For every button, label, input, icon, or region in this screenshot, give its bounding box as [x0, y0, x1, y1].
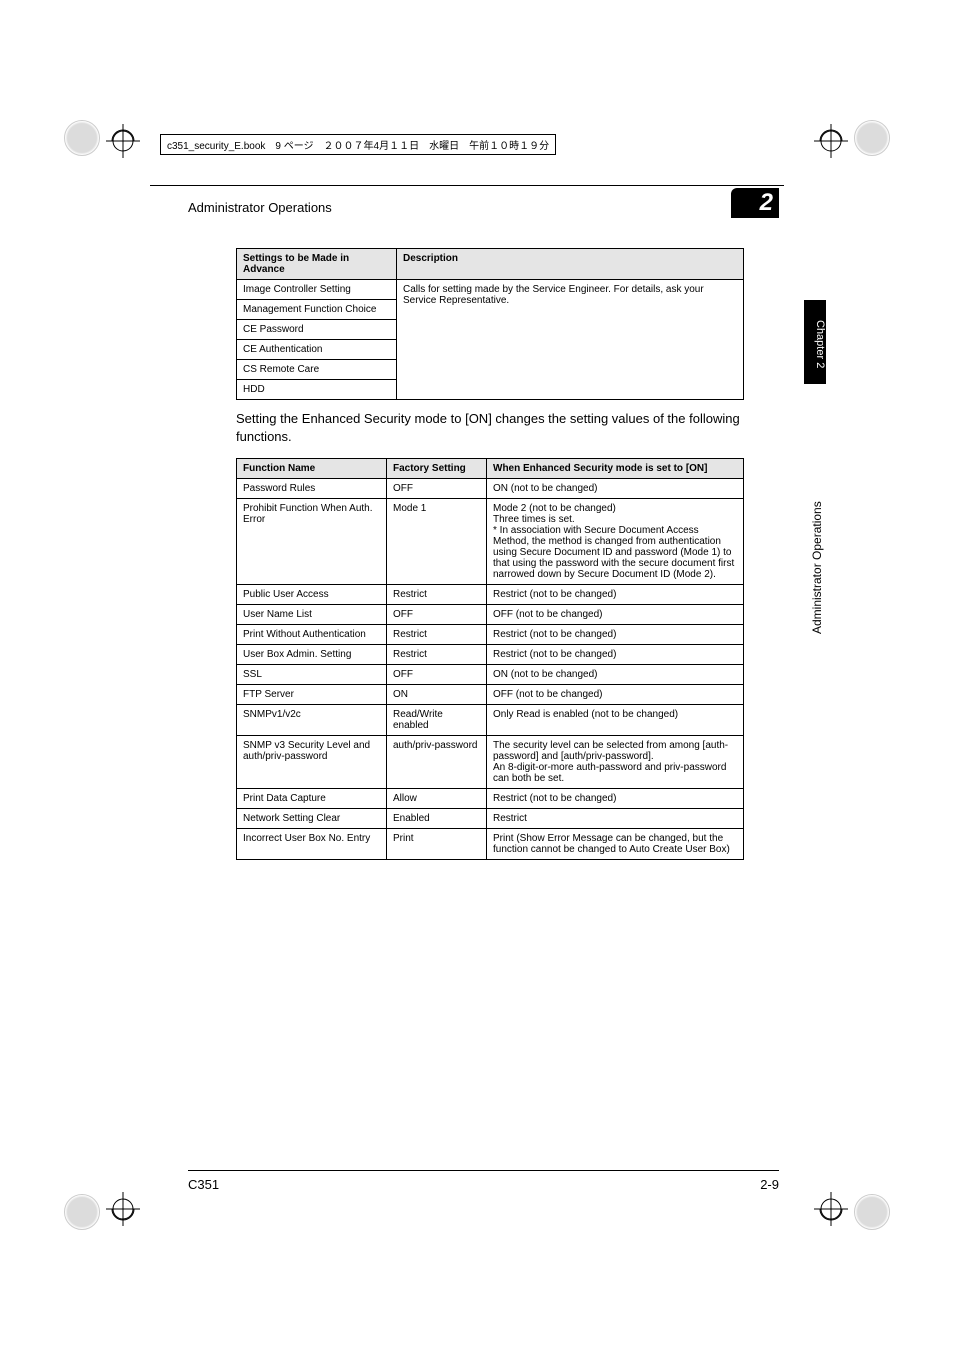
table-cell: CE Authentication — [237, 340, 397, 360]
table-cell: Only Read is enabled (not to be changed) — [487, 705, 744, 736]
table-cell: Management Function Choice — [237, 300, 397, 320]
registration-mark-icon — [106, 124, 140, 158]
table-header-cell: Factory Setting — [387, 459, 487, 479]
table-cell: Read/Write enabled — [387, 705, 487, 736]
table-row: Public User AccessRestrictRestrict (not … — [237, 585, 744, 605]
table-header-cell: Description — [397, 249, 744, 280]
table-row: SSLOFFON (not to be changed) — [237, 665, 744, 685]
table-cell: SNMPv1/v2c — [237, 705, 387, 736]
running-header: Administrator Operations — [188, 200, 332, 215]
registration-mark-icon — [106, 1192, 140, 1226]
table-header-cell: Function Name — [237, 459, 387, 479]
table-cell: Restrict (not to be changed) — [487, 625, 744, 645]
function-settings-table: Function Name Factory Setting When Enhan… — [236, 458, 744, 860]
table-cell: auth/priv-password — [387, 736, 487, 789]
table-cell: Password Rules — [237, 479, 387, 499]
print-corner-decoration — [64, 120, 100, 156]
table-row: Image Controller Setting Calls for setti… — [237, 280, 744, 300]
table-cell: Public User Access — [237, 585, 387, 605]
table-header-cell: Settings to be Made in Advance — [237, 249, 397, 280]
table-cell: HDD — [237, 380, 397, 400]
table-header-cell: When Enhanced Security mode is set to [O… — [487, 459, 744, 479]
table-row: Incorrect User Box No. EntryPrintPrint (… — [237, 829, 744, 860]
table-cell: OFF — [387, 479, 487, 499]
table-cell: Incorrect User Box No. Entry — [237, 829, 387, 860]
table-cell: CE Password — [237, 320, 397, 340]
table-cell: Enabled — [387, 809, 487, 829]
table-cell: User Box Admin. Setting — [237, 645, 387, 665]
table-cell: SSL — [237, 665, 387, 685]
chapter-label-tab: Administrator Operations — [810, 394, 824, 634]
table-cell: Restrict — [387, 645, 487, 665]
print-header-box: c351_security_E.book 9 ページ ２００７年4月１１日 水曜… — [160, 134, 556, 155]
print-header-line — [150, 168, 784, 186]
table-cell: ON — [387, 685, 487, 705]
settings-advance-table: Settings to be Made in Advance Descripti… — [236, 248, 744, 400]
table-cell: Restrict — [487, 809, 744, 829]
table-cell: The security level can be selected from … — [487, 736, 744, 789]
table-cell: Print Without Authentication — [237, 625, 387, 645]
print-corner-decoration — [854, 1194, 890, 1230]
table-cell: Image Controller Setting — [237, 280, 397, 300]
table-cell: Restrict (not to be changed) — [487, 585, 744, 605]
table-cell: ON (not to be changed) — [487, 479, 744, 499]
table-row: Password RulesOFFON (not to be changed) — [237, 479, 744, 499]
body-paragraph: Setting the Enhanced Security mode to [O… — [236, 410, 744, 446]
table-cell: Allow — [387, 789, 487, 809]
table-cell: FTP Server — [237, 685, 387, 705]
registration-mark-icon — [814, 1192, 848, 1226]
table-row: User Name ListOFFOFF (not to be changed) — [237, 605, 744, 625]
footer-page-number: 2-9 — [760, 1177, 779, 1192]
table-cell: Print (Show Error Message can be changed… — [487, 829, 744, 860]
chapter-badge: 2 — [731, 188, 779, 218]
table-row: Print Data CaptureAllowRestrict (not to … — [237, 789, 744, 809]
table-cell: Mode 1 — [387, 499, 487, 585]
table-cell: Network Setting Clear — [237, 809, 387, 829]
footer-model: C351 — [188, 1177, 219, 1192]
table-cell: Prohibit Function When Auth. Error — [237, 499, 387, 585]
table-cell: OFF (not to be changed) — [487, 605, 744, 625]
table-cell: Restrict — [387, 585, 487, 605]
table-cell: Restrict (not to be changed) — [487, 645, 744, 665]
table-cell: Restrict (not to be changed) — [487, 789, 744, 809]
table-cell-merged: Calls for setting made by the Service En… — [397, 280, 744, 400]
table-row: Network Setting ClearEnabledRestrict — [237, 809, 744, 829]
print-corner-decoration — [854, 120, 890, 156]
table-header-row: Function Name Factory Setting When Enhan… — [237, 459, 744, 479]
table-row: SNMPv1/v2cRead/Write enabledOnly Read is… — [237, 705, 744, 736]
table-cell: Print — [387, 829, 487, 860]
table-cell: Mode 2 (not to be changed) Three times i… — [487, 499, 744, 585]
table-cell: OFF — [387, 665, 487, 685]
table-cell: SNMP v3 Security Level and auth/priv-pas… — [237, 736, 387, 789]
table-row: FTP ServerONOFF (not to be changed) — [237, 685, 744, 705]
side-chapter-tab: Chapter 2 Administrator Operations — [804, 300, 826, 640]
table-row: User Box Admin. SettingRestrictRestrict … — [237, 645, 744, 665]
chapter-number-tab: Chapter 2 — [804, 300, 826, 384]
table-cell: ON (not to be changed) — [487, 665, 744, 685]
registration-mark-icon — [814, 124, 848, 158]
table-cell: Restrict — [387, 625, 487, 645]
print-corner-decoration — [64, 1194, 100, 1230]
table-row: Prohibit Function When Auth. ErrorMode 1… — [237, 499, 744, 585]
table-row: SNMP v3 Security Level and auth/priv-pas… — [237, 736, 744, 789]
table-header-row: Settings to be Made in Advance Descripti… — [237, 249, 744, 280]
table-cell: OFF — [387, 605, 487, 625]
table-cell: OFF (not to be changed) — [487, 685, 744, 705]
table-cell: User Name List — [237, 605, 387, 625]
table-cell: CS Remote Care — [237, 360, 397, 380]
table-row: Print Without AuthenticationRestrictRest… — [237, 625, 744, 645]
page-footer: C351 2-9 — [188, 1170, 779, 1192]
table-cell: Print Data Capture — [237, 789, 387, 809]
